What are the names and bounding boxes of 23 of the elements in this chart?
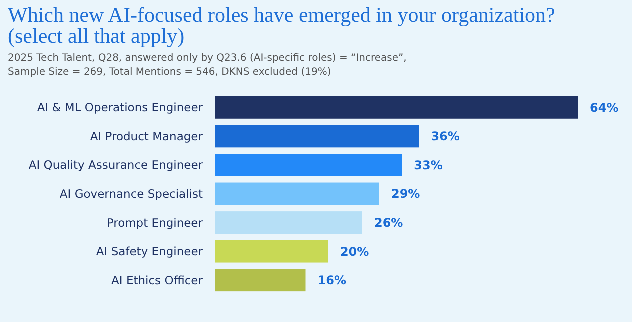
bar — [215, 125, 420, 148]
data-label: 64% — [590, 100, 619, 115]
bar — [215, 96, 578, 119]
data-label: 26% — [374, 216, 404, 230]
data-label: 16% — [318, 274, 346, 288]
y-tick-label: AI Governance Specialist — [60, 187, 204, 202]
bar — [215, 154, 402, 176]
data-label: 36% — [431, 130, 460, 144]
data-label: 29% — [391, 187, 420, 202]
data-label: 33% — [414, 158, 443, 172]
y-tick-label: Prompt Engineer — [106, 216, 204, 230]
bar — [215, 240, 328, 263]
chart-subtitle: 2025 Tech Talent, Q28, answered only by Q23.6 (AI-specific roles) = “Increase”, Sample Size = 269, Total Mentions = 546, DKNS excluded (19%) — [8, 53, 407, 78]
bar — [215, 182, 380, 206]
y-tick-label: AI Product Manager — [90, 129, 204, 144]
y-tick-label: AI Quality Assurance Engineer — [28, 158, 204, 172]
bar — [215, 269, 306, 292]
y-tick-label: AI & ML Operations Engineer — [37, 100, 204, 115]
y-tick-label: AI Ethics Officer — [112, 273, 204, 288]
chart-title: Which new AI-focused roles have emerged in your organization? (select all that apply) — [8, 3, 556, 48]
y-tick-label: AI Safety Engineer — [96, 244, 204, 259]
bar — [215, 212, 362, 234]
data-label: 20% — [340, 244, 370, 259]
